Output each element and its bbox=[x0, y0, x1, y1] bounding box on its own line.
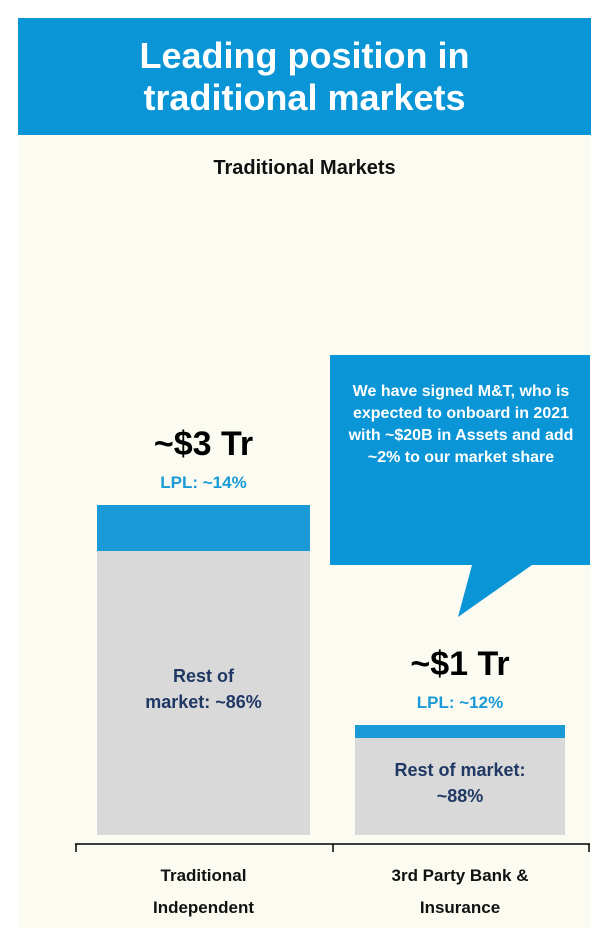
bar-segment bbox=[355, 738, 565, 835]
callout-bubble bbox=[330, 355, 590, 617]
callout-text: We have signed M&T, who is expected to o… bbox=[348, 383, 574, 466]
x-tick-label: Traditional Independent bbox=[152, 866, 255, 917]
chart-title: Traditional Markets bbox=[213, 157, 396, 179]
lpl-label: LPL: ~12% bbox=[416, 693, 504, 712]
header-banner: Leading position in traditional markets bbox=[18, 18, 591, 135]
header-title: Leading position in traditional markets bbox=[139, 34, 470, 118]
bar-segment bbox=[355, 725, 565, 739]
total-label: ~$1 Tr bbox=[410, 645, 510, 683]
rest-label: Rest of market: ~86% bbox=[145, 666, 262, 713]
lpl-label: LPL: ~14% bbox=[160, 473, 247, 492]
bar-segment bbox=[97, 551, 310, 835]
bar-segment bbox=[97, 505, 310, 552]
total-label: ~$3 Tr bbox=[153, 425, 254, 463]
rest-label: Rest of market: ~88% bbox=[394, 759, 526, 806]
x-tick-label: 3rd Party Bank & Insurance bbox=[391, 866, 529, 917]
